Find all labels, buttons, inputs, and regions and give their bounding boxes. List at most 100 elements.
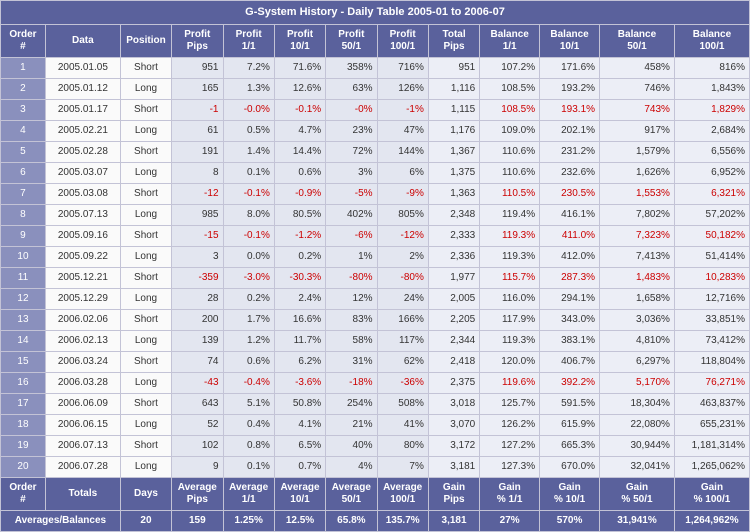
value-cell: 1.7%: [223, 310, 274, 331]
date-cell: 2006.02.06: [45, 310, 120, 331]
footer-value: 135.7%: [377, 511, 428, 532]
col-header: Profit50/1: [326, 25, 377, 58]
value-cell: 76,271%: [674, 373, 749, 394]
value-cell: 1,181,314%: [674, 436, 749, 457]
col-header: ProfitPips: [172, 25, 223, 58]
value-cell: 1.2%: [223, 331, 274, 352]
position-cell: Long: [120, 415, 171, 436]
value-cell: 1,367: [428, 142, 479, 163]
value-cell: 119.3%: [480, 247, 540, 268]
date-cell: 2006.06.09: [45, 394, 120, 415]
value-cell: 6.2%: [274, 352, 325, 373]
value-cell: 2,418: [428, 352, 479, 373]
order-cell: 5: [1, 142, 46, 163]
value-cell: 985: [172, 205, 223, 226]
value-cell: 402%: [326, 205, 377, 226]
value-cell: -5%: [326, 184, 377, 205]
value-cell: 1,265,062%: [674, 457, 749, 478]
value-cell: 230.5%: [540, 184, 600, 205]
table-row: 172006.06.09Short6435.1%50.8%254%508%3,0…: [1, 394, 750, 415]
value-cell: 508%: [377, 394, 428, 415]
table-row: 102005.09.22Long30.0%0.2%1%2%2,336119.3%…: [1, 247, 750, 268]
value-cell: 406.7%: [540, 352, 600, 373]
value-cell: 47%: [377, 121, 428, 142]
footer-value: 1.25%: [223, 511, 274, 532]
date-cell: 2005.01.17: [45, 100, 120, 121]
value-cell: 24%: [377, 289, 428, 310]
order-cell: 4: [1, 121, 46, 142]
value-cell: -18%: [326, 373, 377, 394]
footer-value: 31,941%: [600, 511, 675, 532]
value-cell: -36%: [377, 373, 428, 394]
date-cell: 2006.07.28: [45, 457, 120, 478]
value-cell: 951: [172, 58, 223, 79]
value-cell: 951: [428, 58, 479, 79]
value-cell: 743%: [600, 100, 675, 121]
value-cell: 80%: [377, 436, 428, 457]
value-cell: 74: [172, 352, 223, 373]
date-cell: 2006.07.13: [45, 436, 120, 457]
header-row: Order#DataPositionProfitPipsProfit1/1Pro…: [1, 25, 750, 58]
value-cell: 4%: [326, 457, 377, 478]
value-cell: -3.6%: [274, 373, 325, 394]
value-cell: 1,658%: [600, 289, 675, 310]
col-header: Profit1/1: [223, 25, 274, 58]
value-cell: 119.4%: [480, 205, 540, 226]
value-cell: 4.1%: [274, 415, 325, 436]
value-cell: 202.1%: [540, 121, 600, 142]
value-cell: 1,626%: [600, 163, 675, 184]
value-cell: 4.7%: [274, 121, 325, 142]
value-cell: 52: [172, 415, 223, 436]
value-cell: -0.0%: [223, 100, 274, 121]
value-cell: 107.2%: [480, 58, 540, 79]
value-cell: 0.2%: [274, 247, 325, 268]
value-cell: 6%: [377, 163, 428, 184]
order-cell: 2: [1, 79, 46, 100]
value-cell: 171.6%: [540, 58, 600, 79]
value-cell: 12.6%: [274, 79, 325, 100]
position-cell: Short: [120, 436, 171, 457]
value-cell: 2,336: [428, 247, 479, 268]
col-header: Position: [120, 25, 171, 58]
value-cell: 12%: [326, 289, 377, 310]
value-cell: 30,944%: [600, 436, 675, 457]
date-cell: 2006.02.13: [45, 331, 120, 352]
value-cell: 119.3%: [480, 226, 540, 247]
value-cell: 12,716%: [674, 289, 749, 310]
value-cell: -3.0%: [223, 268, 274, 289]
value-cell: 7,802%: [600, 205, 675, 226]
value-cell: 3%: [326, 163, 377, 184]
value-cell: 193.2%: [540, 79, 600, 100]
value-cell: 4,810%: [600, 331, 675, 352]
value-cell: 191: [172, 142, 223, 163]
value-cell: 50,182%: [674, 226, 749, 247]
value-cell: 115.7%: [480, 268, 540, 289]
col-header: Balance100/1: [674, 25, 749, 58]
table-row: 12005.01.05Short9517.2%71.6%358%716%9511…: [1, 58, 750, 79]
position-cell: Long: [120, 331, 171, 352]
position-cell: Long: [120, 121, 171, 142]
value-cell: 655,231%: [674, 415, 749, 436]
value-cell: 1,363: [428, 184, 479, 205]
order-cell: 12: [1, 289, 46, 310]
value-cell: 10,283%: [674, 268, 749, 289]
col-header: Balance10/1: [540, 25, 600, 58]
value-cell: 746%: [600, 79, 675, 100]
table-row: 82005.07.13Long9858.0%80.5%402%805%2,348…: [1, 205, 750, 226]
order-cell: 19: [1, 436, 46, 457]
position-cell: Short: [120, 58, 171, 79]
order-cell: 13: [1, 310, 46, 331]
value-cell: 40%: [326, 436, 377, 457]
position-cell: Long: [120, 289, 171, 310]
value-cell: 3,181: [428, 457, 479, 478]
position-cell: Short: [120, 226, 171, 247]
date-cell: 2005.03.07: [45, 163, 120, 184]
value-cell: 665.3%: [540, 436, 600, 457]
value-cell: 108.5%: [480, 79, 540, 100]
value-cell: 63%: [326, 79, 377, 100]
value-cell: 120.0%: [480, 352, 540, 373]
value-cell: -9%: [377, 184, 428, 205]
col-header: Profit100/1: [377, 25, 428, 58]
value-cell: 0.1%: [223, 457, 274, 478]
date-cell: 2005.09.22: [45, 247, 120, 268]
